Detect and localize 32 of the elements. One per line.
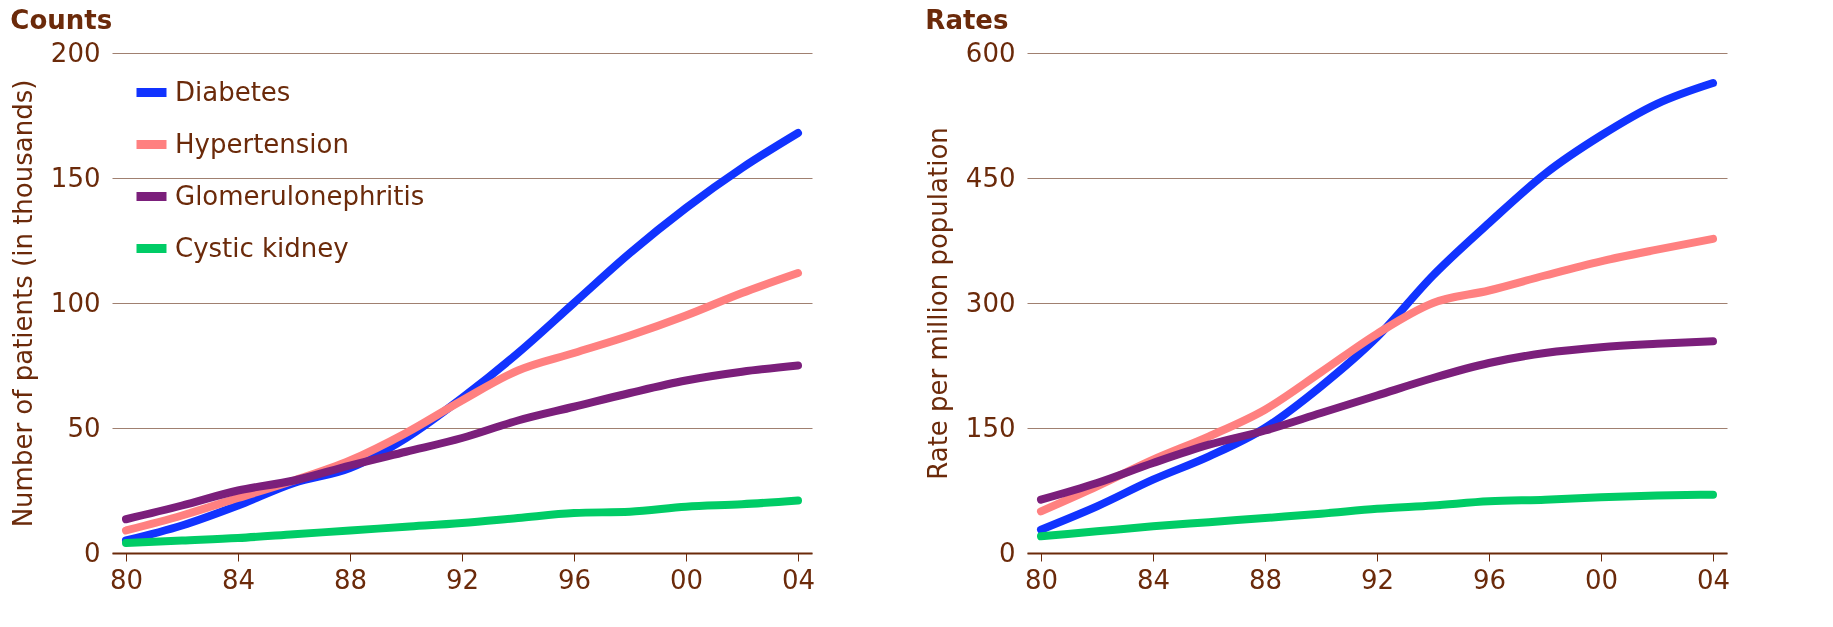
legend-label: Cystic kidney <box>175 232 349 263</box>
y-tick-label: 300 <box>965 287 1016 318</box>
y-tick-label: 0 <box>83 537 101 568</box>
x-tick-label: 96 <box>557 564 592 595</box>
y-tick-label: 150 <box>50 162 101 193</box>
y-tick-label: 150 <box>965 412 1016 443</box>
y-axis-title: Rate per million population <box>922 127 953 480</box>
y-tick-label: 0 <box>998 537 1016 568</box>
y-tick-label: 100 <box>50 287 101 318</box>
x-tick-label: 00 <box>669 564 704 595</box>
y-tick-label: 600 <box>965 37 1016 68</box>
y-tick-label: 200 <box>50 37 101 68</box>
x-tick-label: 80 <box>1024 564 1059 595</box>
x-tick-label: 04 <box>1696 564 1731 595</box>
x-tick-label: 84 <box>221 564 256 595</box>
y-axis-title: Number of patients (in thousands) <box>7 79 38 528</box>
legend-label: Glomerulonephritis <box>175 180 425 211</box>
y-tick-label: 50 <box>67 412 101 443</box>
x-tick-label: 04 <box>781 564 816 595</box>
legend-label: Diabetes <box>175 76 291 107</box>
x-tick-label: 00 <box>1584 564 1619 595</box>
x-tick-label: 92 <box>445 564 480 595</box>
x-tick-label: 88 <box>333 564 368 595</box>
x-tick-label: 80 <box>109 564 144 595</box>
chart-title: Counts <box>10 5 113 35</box>
x-tick-label: 84 <box>1136 564 1171 595</box>
x-tick-label: 92 <box>1360 564 1395 595</box>
x-tick-label: 96 <box>1472 564 1507 595</box>
x-tick-label: 88 <box>1248 564 1283 595</box>
chart-title: Rates <box>925 5 1009 35</box>
y-tick-label: 450 <box>965 162 1016 193</box>
legend-label: Hypertension <box>175 128 349 159</box>
